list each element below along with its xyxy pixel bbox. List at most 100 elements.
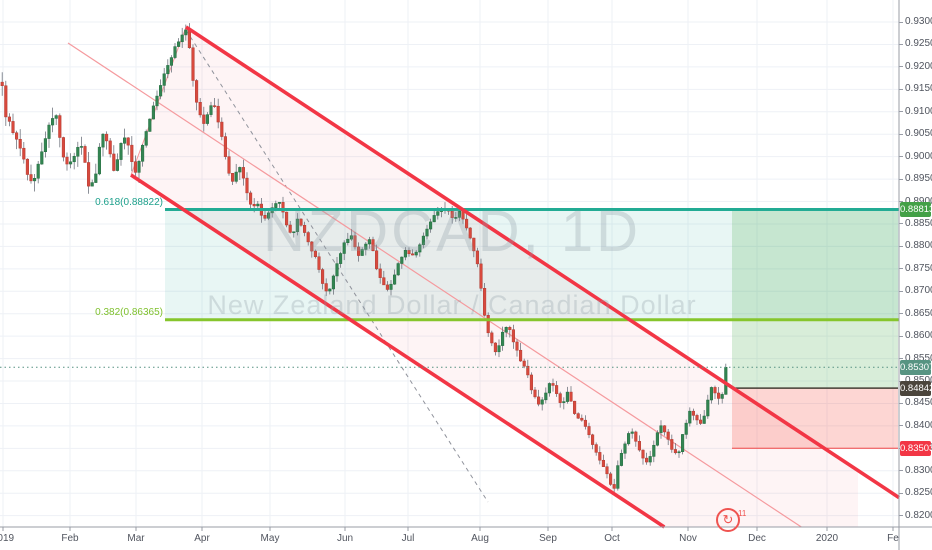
candle-body bbox=[483, 288, 487, 316]
candle-body bbox=[274, 203, 278, 208]
candle-body bbox=[83, 146, 87, 163]
candle-body bbox=[335, 263, 339, 277]
candle-body bbox=[25, 158, 29, 175]
candle-body bbox=[515, 341, 519, 351]
y-axis-label: 0.88000 bbox=[905, 240, 932, 252]
candle-body bbox=[187, 29, 191, 49]
candle-body bbox=[591, 434, 595, 445]
candle-body bbox=[508, 327, 512, 330]
candle-body bbox=[389, 283, 393, 290]
candle-body bbox=[400, 256, 404, 264]
candle-body bbox=[429, 221, 433, 230]
candle-body bbox=[119, 143, 123, 160]
candle-body bbox=[425, 228, 429, 237]
candle-body bbox=[281, 202, 285, 213]
x-axis-label: Sep bbox=[539, 533, 557, 544]
candle-body bbox=[544, 392, 548, 401]
candle-body bbox=[684, 422, 688, 435]
candle-body bbox=[385, 284, 389, 290]
x-axis-label: Mar bbox=[127, 533, 145, 544]
candle-body bbox=[61, 137, 65, 158]
candle-body bbox=[288, 224, 292, 233]
candle-body bbox=[7, 116, 11, 122]
candle-body bbox=[562, 401, 566, 403]
candle-body bbox=[490, 332, 494, 344]
y-axis-label: 0.86000 bbox=[905, 330, 932, 342]
candle-body bbox=[468, 227, 472, 239]
candle-body bbox=[349, 235, 353, 240]
position-profit-box[interactable] bbox=[732, 209, 898, 389]
candle-body bbox=[699, 419, 703, 424]
y-axis-label: 0.86500 bbox=[905, 307, 932, 319]
candle-body bbox=[504, 327, 508, 333]
candle-body bbox=[364, 243, 368, 250]
y-axis-label: 0.91500 bbox=[905, 83, 932, 95]
y-axis-label: 0.92500 bbox=[905, 38, 932, 50]
candle-body bbox=[220, 121, 224, 137]
candle-body bbox=[479, 263, 483, 289]
candle-body bbox=[695, 415, 699, 421]
candle-body bbox=[159, 85, 163, 97]
candle-body bbox=[65, 156, 69, 165]
y-axis-label: 0.85000 bbox=[905, 375, 932, 386]
candle-body bbox=[547, 383, 551, 394]
candle-body bbox=[79, 146, 83, 148]
current-price-badge: 0.85307 bbox=[900, 359, 932, 375]
candle-body bbox=[655, 432, 659, 446]
y-tick bbox=[899, 492, 903, 494]
y-axis-label: 0.87000 bbox=[905, 285, 932, 297]
fib-level-label-618[interactable]: 0.618(0.88822) bbox=[95, 196, 163, 208]
candle-body bbox=[180, 34, 184, 43]
y-axis-label: 0.91000 bbox=[905, 105, 932, 117]
candle-body bbox=[360, 249, 364, 256]
candle-body bbox=[619, 453, 623, 466]
y-tick bbox=[899, 111, 903, 113]
x-axis-label: Aug bbox=[471, 533, 489, 544]
candle-body bbox=[108, 140, 112, 155]
candle-body bbox=[115, 159, 119, 171]
candle-body bbox=[166, 65, 170, 75]
replay-stamp-icon[interactable]: ↻ 11 bbox=[716, 508, 746, 532]
y-tick bbox=[899, 156, 903, 158]
candle-body bbox=[285, 211, 289, 226]
candle-body bbox=[277, 202, 281, 204]
candle-body bbox=[605, 466, 609, 475]
candles-group[interactable] bbox=[0, 23, 728, 495]
candle-body bbox=[339, 253, 343, 264]
position-loss-box[interactable] bbox=[732, 388, 898, 449]
target-price-badge: 0.88813 bbox=[900, 202, 932, 218]
candle-body bbox=[493, 342, 497, 353]
candle-body bbox=[313, 250, 317, 257]
candle-body bbox=[537, 396, 541, 405]
candle-body bbox=[105, 133, 109, 142]
candle-body bbox=[594, 444, 598, 453]
candle-body bbox=[519, 349, 523, 362]
fib-level-label-382[interactable]: 0.382(0.86365) bbox=[95, 306, 163, 318]
candle-body bbox=[421, 235, 425, 246]
candle-body bbox=[94, 173, 98, 183]
candle-body bbox=[317, 256, 321, 270]
candle-body bbox=[123, 137, 127, 144]
x-axis-label: Oct bbox=[604, 533, 620, 544]
y-axis-label: 0.84000 bbox=[905, 419, 932, 431]
y-axis-label: 0.88500 bbox=[905, 217, 932, 229]
candle-body bbox=[133, 161, 137, 173]
candle-body bbox=[58, 115, 62, 138]
candle-body bbox=[51, 118, 55, 126]
candle-body bbox=[378, 268, 382, 278]
y-tick bbox=[899, 66, 903, 68]
candle-body bbox=[587, 426, 591, 436]
x-axis-label: Feb bbox=[61, 533, 79, 544]
x-axis-label: Dec bbox=[748, 533, 766, 544]
candle-body bbox=[652, 444, 656, 457]
candle-body bbox=[202, 114, 206, 124]
candle-body bbox=[526, 365, 530, 376]
candle-body bbox=[238, 167, 242, 173]
candle-body bbox=[551, 383, 555, 386]
x-axis-label: Nov bbox=[679, 533, 697, 544]
x-axis-label: 2019 bbox=[0, 533, 15, 544]
candle-body bbox=[342, 242, 346, 254]
y-tick bbox=[899, 515, 903, 517]
y-axis-label: 0.82500 bbox=[905, 487, 932, 499]
